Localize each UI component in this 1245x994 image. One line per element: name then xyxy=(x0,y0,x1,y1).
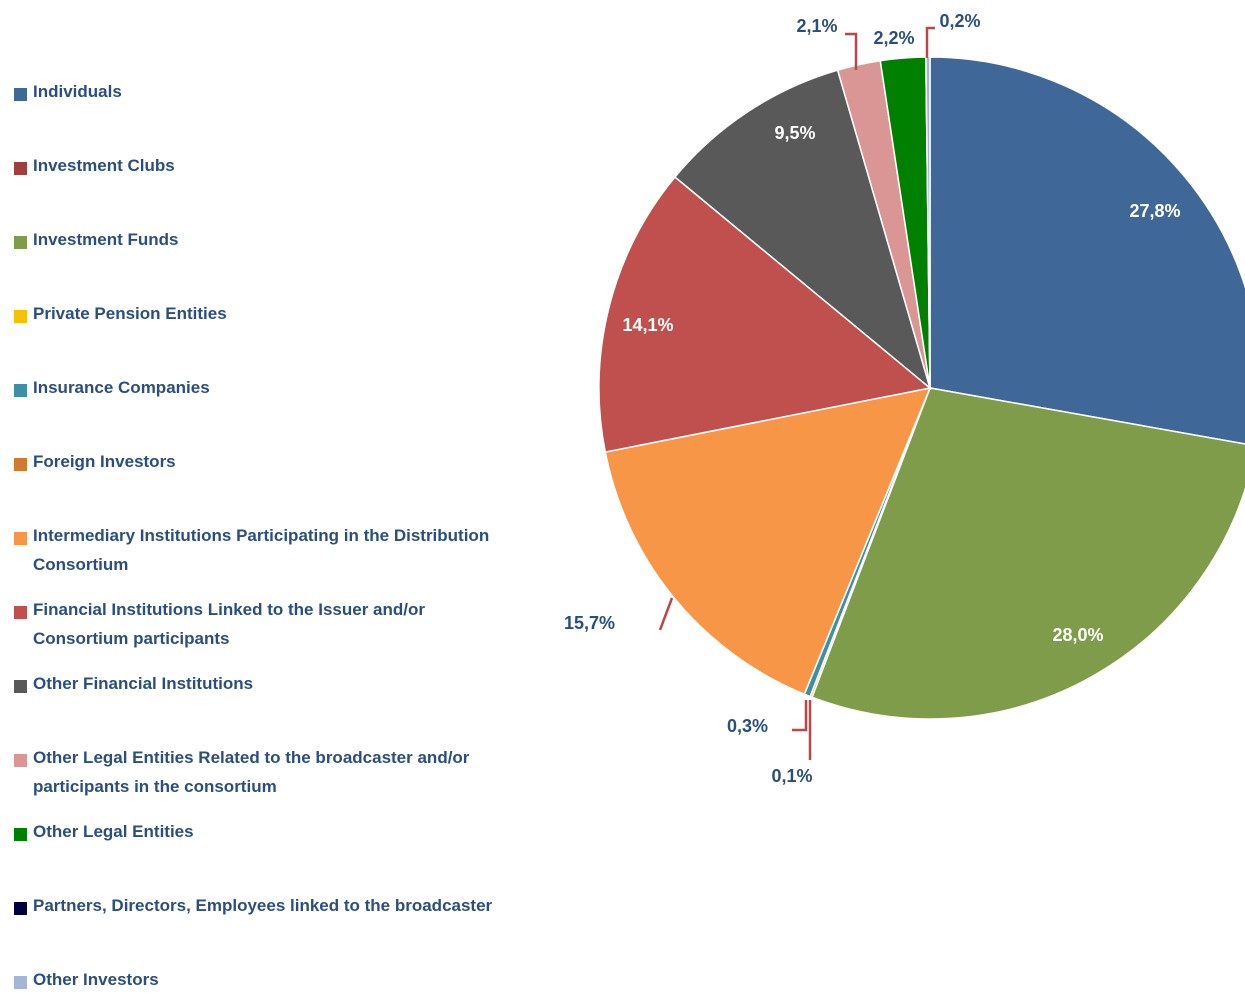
legend-item: Other Financial Institutions xyxy=(14,674,498,698)
pie-slice xyxy=(929,56,1245,445)
pie-slice xyxy=(598,175,932,453)
legend-label: Other Legal Entities xyxy=(33,822,194,841)
legend-swatch xyxy=(14,236,27,249)
legend-label: Partners, Directors, Employees linked to… xyxy=(33,896,493,915)
legend-item: Foreign Investors xyxy=(14,452,498,476)
legend-item: Financial Institutions Linked to the Iss… xyxy=(14,600,498,653)
legend-label: Insurance Companies xyxy=(33,378,210,397)
legend-swatch xyxy=(14,680,27,693)
data-label: 2,1% xyxy=(796,16,837,36)
pie-slice xyxy=(811,387,1245,720)
legend-label: Foreign Investors xyxy=(33,452,176,471)
data-label: 0,2% xyxy=(939,11,980,31)
pie-slice xyxy=(604,386,932,696)
data-label: 9,5% xyxy=(774,123,815,143)
legend-item: Investment Funds xyxy=(14,230,498,254)
leader-line xyxy=(925,26,935,58)
data-label: 14,1% xyxy=(622,315,673,335)
legend-label: Individuals xyxy=(33,82,122,101)
legend-item: Insurance Companies xyxy=(14,378,498,402)
legend-item: Intermediary Institutions Participating … xyxy=(14,526,498,579)
legend-item: Other Legal Entities xyxy=(14,822,498,846)
legend-item: Private Pension Entities xyxy=(14,304,498,328)
legend-swatch xyxy=(14,310,27,323)
legend-swatch xyxy=(14,606,27,619)
legend-swatch xyxy=(14,88,27,101)
legend-item: Partners, Directors, Employees linked to… xyxy=(14,896,498,920)
data-label: 15,7% xyxy=(564,613,615,633)
legend-label: Private Pension Entities xyxy=(33,304,227,323)
data-label: 0,3% xyxy=(727,716,768,736)
legend-swatch xyxy=(14,828,27,841)
legend-label: Investment Clubs xyxy=(33,156,175,175)
leader-line xyxy=(845,32,858,70)
data-label: 2,2% xyxy=(873,28,914,48)
leader-line xyxy=(658,597,674,631)
data-label: 0,1% xyxy=(771,766,812,786)
legend-label: Other Legal Entities Related to the broa… xyxy=(33,748,470,796)
leader-line xyxy=(792,700,808,732)
legend-label: Intermediary Institutions Participating … xyxy=(33,526,490,574)
legend-swatch xyxy=(14,384,27,397)
legend-label: Financial Institutions Linked to the Iss… xyxy=(33,600,425,648)
pie-slice xyxy=(673,69,932,391)
legend-swatch xyxy=(14,162,27,175)
legend-item: Investment Clubs xyxy=(14,156,498,180)
legend-swatch xyxy=(14,976,27,989)
legend-swatch xyxy=(14,532,27,545)
legend-swatch xyxy=(14,902,27,915)
data-label: 28,0% xyxy=(1052,625,1103,645)
legend-swatch xyxy=(14,754,27,767)
legend-label: Other Financial Institutions xyxy=(33,674,254,693)
legend-item: Other Investors xyxy=(14,970,498,994)
data-label: 27,8% xyxy=(1129,201,1180,221)
legend-label: Other Investors xyxy=(33,970,159,989)
legend-swatch xyxy=(14,458,27,471)
legend-item: Other Legal Entities Related to the broa… xyxy=(14,748,498,801)
legend-item: Individuals xyxy=(14,82,498,106)
legend-label: Investment Funds xyxy=(33,230,179,249)
